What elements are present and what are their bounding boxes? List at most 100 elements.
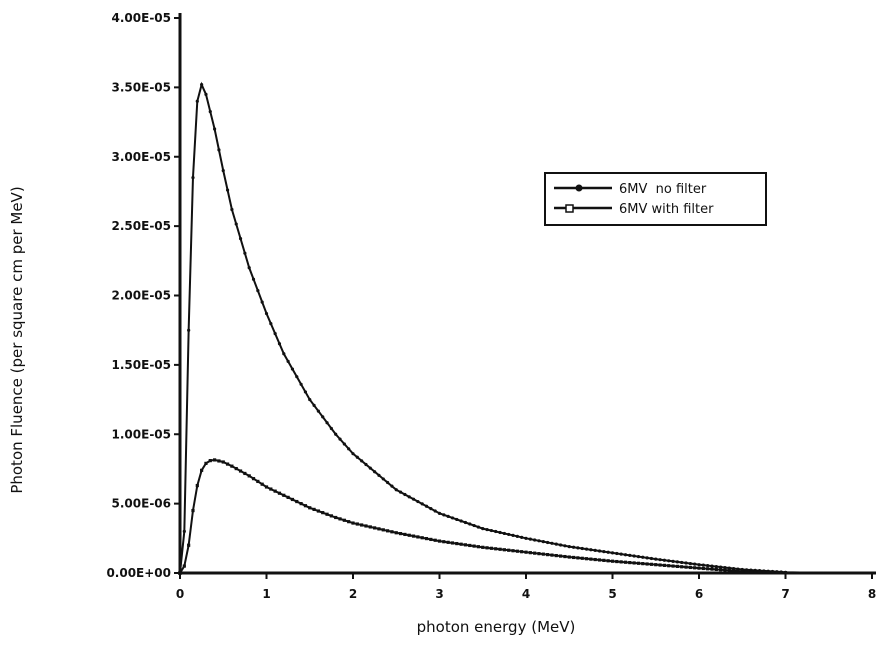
data-point bbox=[282, 352, 286, 356]
data-point bbox=[770, 570, 775, 574]
data-point bbox=[701, 563, 705, 567]
data-point bbox=[230, 207, 234, 212]
data-point bbox=[528, 537, 532, 541]
data-point bbox=[719, 565, 723, 569]
data-point bbox=[398, 531, 403, 536]
data-point bbox=[450, 516, 455, 520]
data-point bbox=[321, 511, 325, 515]
data-point bbox=[636, 561, 641, 565]
data-point bbox=[675, 564, 679, 569]
y-tick-label: 3.50E-05 bbox=[112, 80, 171, 94]
data-point bbox=[654, 557, 658, 561]
data-point bbox=[373, 526, 377, 530]
data-point bbox=[433, 538, 437, 542]
x-tick-label: 8 bbox=[868, 587, 876, 601]
data-point bbox=[256, 289, 260, 293]
data-point bbox=[238, 469, 243, 473]
data-point bbox=[502, 531, 506, 536]
data-point bbox=[342, 442, 346, 446]
data-point bbox=[520, 550, 524, 554]
data-point bbox=[264, 311, 269, 316]
data-point bbox=[420, 536, 424, 540]
y-tick-label: 5.00E-06 bbox=[112, 497, 171, 511]
data-point bbox=[541, 552, 545, 556]
data-point bbox=[308, 397, 312, 402]
data-point bbox=[472, 544, 476, 548]
data-point bbox=[628, 553, 632, 557]
data-point bbox=[559, 543, 563, 547]
data-point bbox=[658, 558, 662, 562]
data-point bbox=[290, 497, 295, 502]
y-tick-label: 2.50E-05 bbox=[112, 219, 171, 233]
data-point bbox=[606, 550, 610, 554]
series-line bbox=[179, 458, 872, 574]
data-point bbox=[515, 534, 519, 538]
data-point bbox=[217, 459, 221, 463]
data-point bbox=[295, 375, 299, 379]
data-point bbox=[667, 564, 671, 568]
data-point bbox=[641, 555, 645, 559]
data-point bbox=[632, 554, 636, 558]
data-point bbox=[597, 549, 602, 553]
data-point bbox=[732, 569, 736, 573]
y-tick-label: 0.00E+00 bbox=[106, 566, 171, 580]
data-point bbox=[757, 570, 762, 574]
data-point bbox=[783, 571, 788, 575]
data-point bbox=[225, 462, 230, 466]
data-point bbox=[342, 518, 346, 522]
data-point bbox=[688, 561, 692, 566]
data-point bbox=[528, 551, 532, 555]
data-point bbox=[334, 432, 338, 436]
data-point bbox=[645, 562, 649, 566]
x-tick-label: 1 bbox=[262, 587, 270, 601]
data-point bbox=[321, 415, 325, 419]
data-point bbox=[351, 521, 355, 525]
data-point bbox=[680, 565, 684, 569]
data-point bbox=[641, 562, 645, 566]
data-point bbox=[234, 466, 238, 471]
x-tick-label: 3 bbox=[435, 587, 443, 601]
data-point bbox=[394, 531, 398, 535]
data-point bbox=[416, 535, 420, 539]
data-point bbox=[247, 474, 251, 478]
data-point bbox=[403, 532, 407, 537]
data-point bbox=[740, 569, 744, 573]
x-axis-title: photon energy (MeV) bbox=[417, 618, 576, 636]
data-point bbox=[623, 553, 628, 557]
data-point bbox=[334, 515, 338, 520]
data-point bbox=[329, 426, 333, 431]
data-point bbox=[593, 557, 597, 562]
data-point bbox=[424, 536, 429, 541]
legend-label-with-filter: 6MV with filter bbox=[619, 202, 714, 217]
data-point bbox=[662, 558, 667, 562]
data-point bbox=[325, 512, 329, 516]
data-point bbox=[507, 532, 511, 537]
data-point bbox=[619, 560, 623, 564]
data-point bbox=[714, 567, 718, 572]
data-point bbox=[459, 519, 463, 523]
x-tick-label: 5 bbox=[608, 587, 616, 601]
data-point bbox=[217, 148, 221, 152]
data-point bbox=[719, 568, 723, 572]
data-point bbox=[442, 540, 446, 544]
series-layer bbox=[178, 81, 872, 575]
data-point bbox=[520, 535, 524, 539]
data-point bbox=[489, 528, 493, 533]
data-point bbox=[606, 559, 610, 563]
series-line bbox=[179, 81, 872, 574]
data-point bbox=[736, 569, 740, 573]
data-point bbox=[381, 477, 385, 481]
data-point bbox=[355, 522, 359, 526]
data-point bbox=[680, 560, 684, 565]
legend: 6MV no filter 6MV with filter bbox=[544, 172, 767, 226]
data-point bbox=[269, 321, 273, 326]
data-point bbox=[481, 527, 485, 531]
data-point bbox=[645, 556, 649, 560]
data-point bbox=[424, 504, 429, 508]
data-point bbox=[550, 553, 554, 557]
data-point bbox=[693, 562, 697, 566]
data-point bbox=[494, 529, 498, 534]
data-point bbox=[437, 539, 442, 543]
legend-marker-no-filter bbox=[575, 184, 583, 192]
data-point bbox=[476, 525, 481, 529]
